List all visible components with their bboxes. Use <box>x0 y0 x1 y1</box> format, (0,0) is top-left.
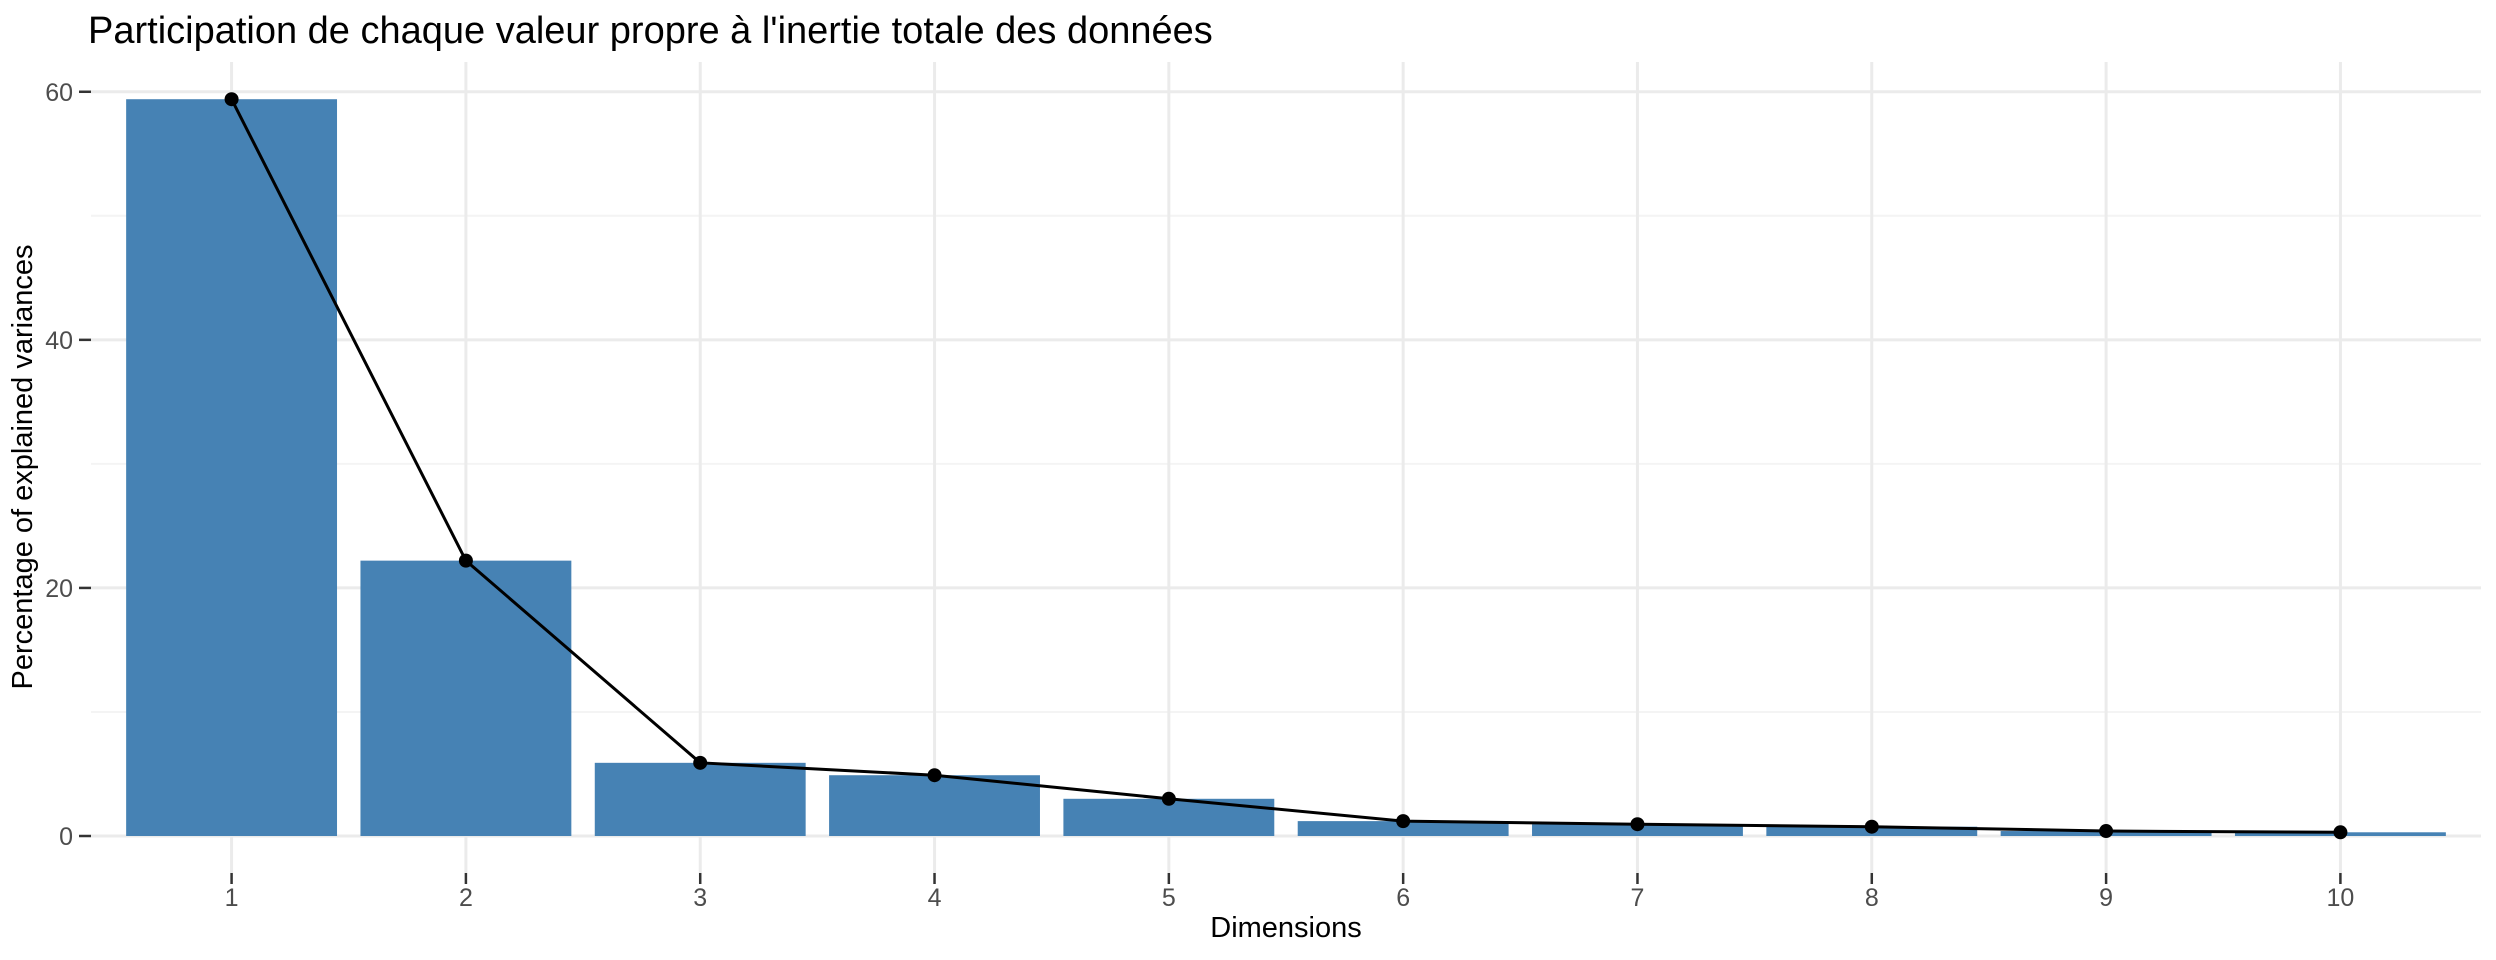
y-tick-label-40: 40 <box>45 327 73 355</box>
axis-ticks-layer <box>79 90 2342 884</box>
y-axis-title: Percentage of explained variances <box>7 245 39 690</box>
data-point-dim-2 <box>458 553 473 568</box>
x-tick-label-9: 9 <box>2099 884 2113 912</box>
data-point-dim-7 <box>1630 817 1645 832</box>
chart-title: Participation de chaque valeur propre à … <box>88 10 1213 52</box>
data-point-dim-4 <box>927 768 942 783</box>
x-tick-label-3: 3 <box>693 884 707 912</box>
line-layer <box>230 98 2341 834</box>
bar-dim-2 <box>360 560 572 837</box>
bar-dim-4 <box>829 775 1040 837</box>
x-tick-label-5: 5 <box>1162 884 1176 912</box>
y-tick-label-60: 60 <box>45 79 73 107</box>
x-tick-label-8: 8 <box>1865 884 1879 912</box>
data-point-dim-3 <box>693 755 708 770</box>
data-point-dim-5 <box>1161 791 1176 806</box>
data-point-dim-8 <box>1864 819 1879 834</box>
points-layer <box>224 92 2348 840</box>
x-tick-label-6: 6 <box>1396 884 1410 912</box>
y-tick-label-0: 0 <box>59 823 73 851</box>
x-tick-label-2: 2 <box>459 884 473 912</box>
x-tick-label-10: 10 <box>2327 884 2355 912</box>
data-point-dim-10 <box>2333 825 2348 840</box>
data-point-dim-1 <box>224 92 239 107</box>
tick-labels-layer: 0 20 40 60 1 2 3 4 5 6 7 8 9 10 <box>45 79 2354 912</box>
data-point-dim-9 <box>2099 824 2114 839</box>
bars-layer <box>126 99 2446 837</box>
data-point-dim-6 <box>1396 814 1411 829</box>
bar-dim-1 <box>126 99 338 837</box>
y-tick-label-20: 20 <box>45 575 73 603</box>
x-axis-title: Dimensions <box>1210 912 1362 944</box>
bar-dim-3 <box>594 762 806 837</box>
variance-line <box>230 98 2341 834</box>
x-tick-label-7: 7 <box>1631 884 1645 912</box>
x-tick-label-1: 1 <box>225 884 239 912</box>
x-tick-label-4: 4 <box>928 884 942 912</box>
bar-dim-6 <box>1297 821 1509 837</box>
grid-major-layer <box>91 62 2481 873</box>
